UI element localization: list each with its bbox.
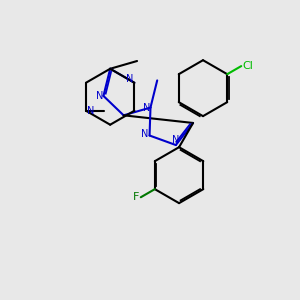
- Text: N: N: [96, 91, 103, 101]
- Text: F: F: [133, 192, 140, 202]
- Text: N: N: [142, 129, 149, 139]
- Text: N: N: [172, 135, 179, 145]
- Text: N: N: [87, 106, 94, 116]
- Text: Cl: Cl: [242, 61, 253, 71]
- Text: N: N: [143, 103, 150, 112]
- Text: N: N: [126, 74, 134, 84]
